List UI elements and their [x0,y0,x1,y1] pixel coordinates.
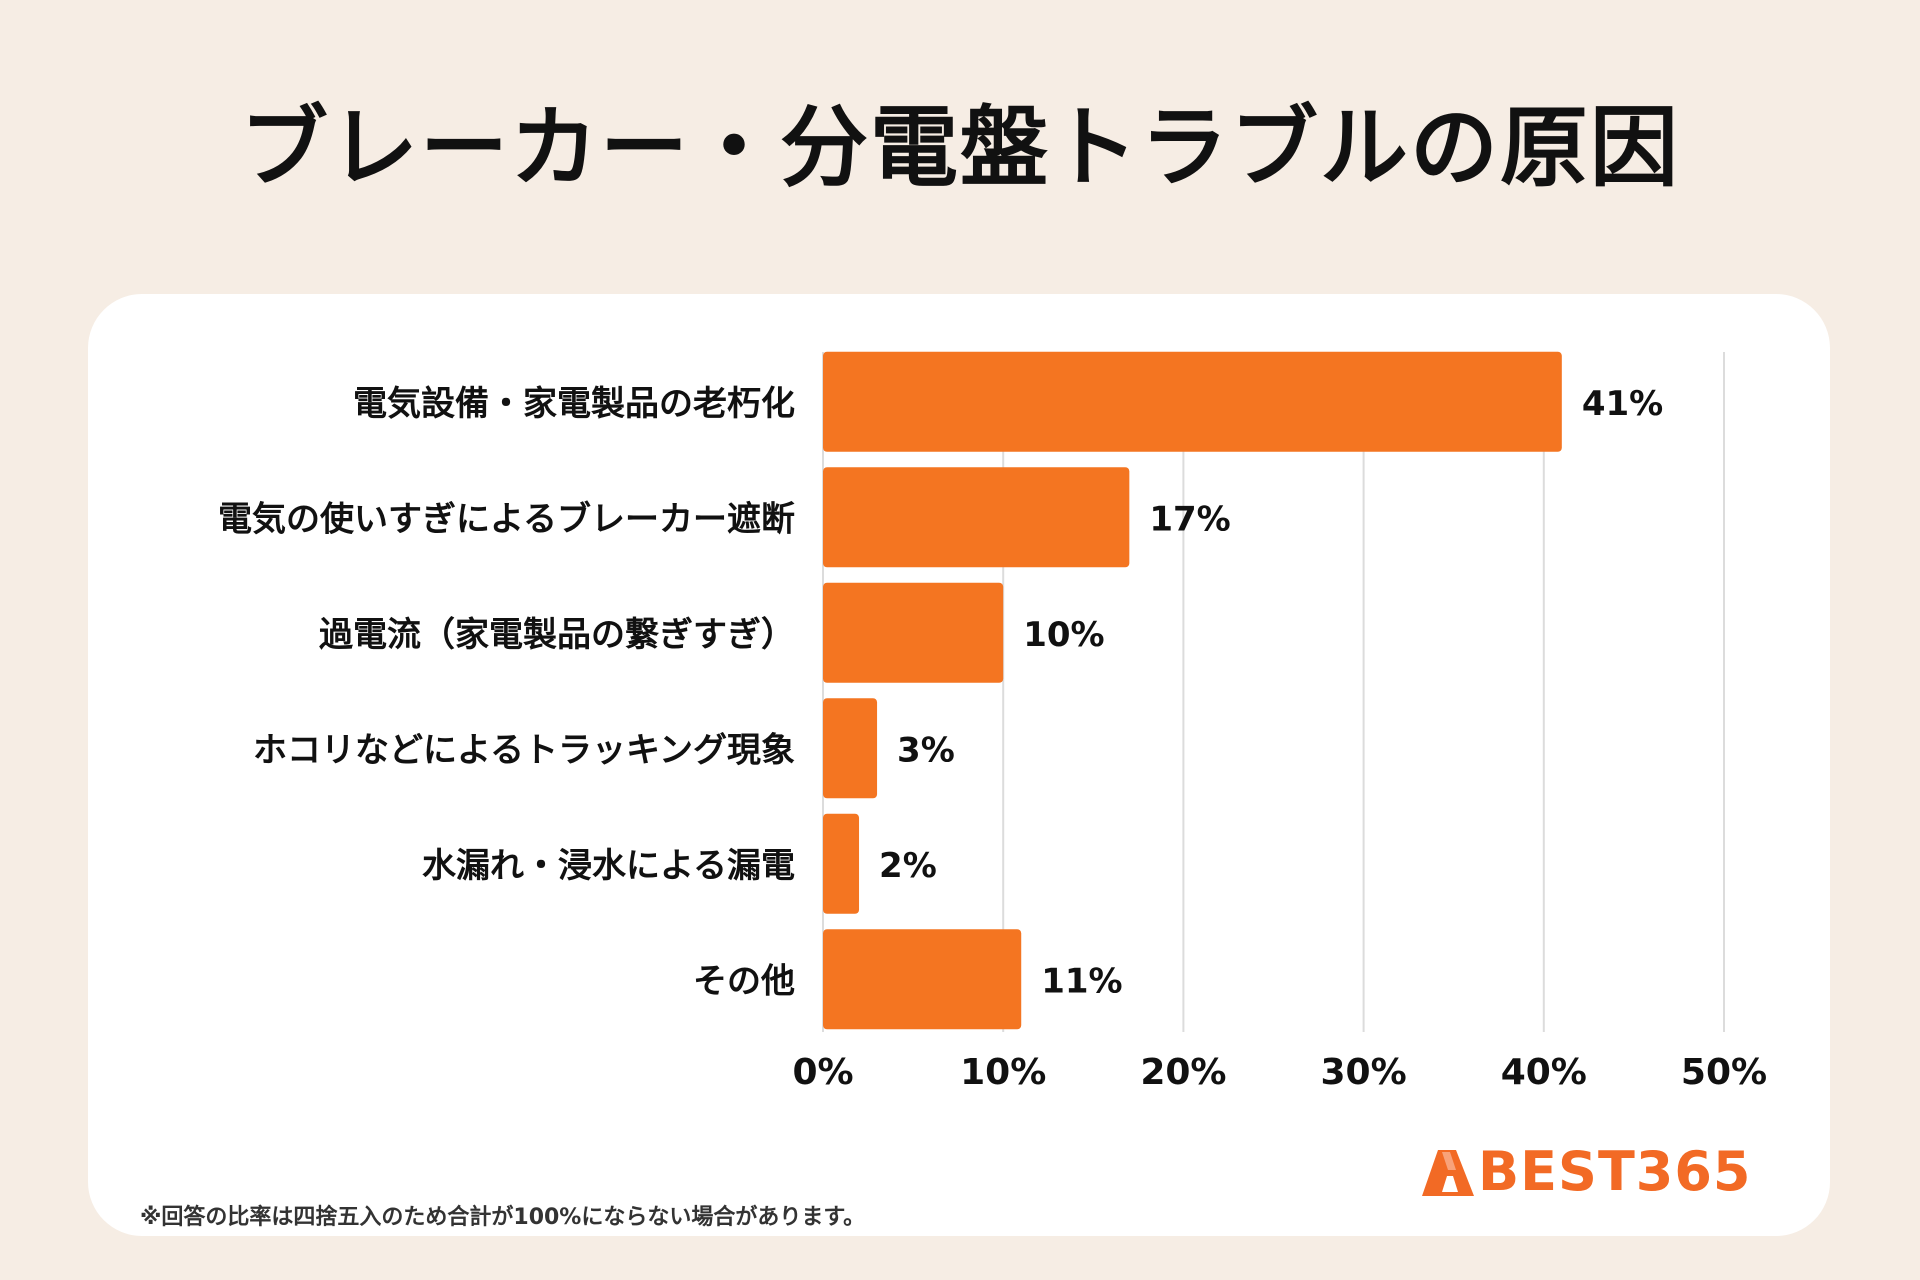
category-label: その他 [693,961,795,1001]
bar-chart: 0% 10% 20% 30% 40% 50% 電気設備・家電製品の老朽化 41% 電気の使いすぎ… [218,351,1767,1093]
data-label: 2% [879,846,937,886]
brand-a-icon [1422,1150,1474,1196]
x-tick-label: 10% [960,1052,1046,1093]
bar [823,582,1004,683]
footnote: ※回答の比率は四捨五入のため合計が100%にならない場合があります。 [140,1205,866,1230]
x-tick-label: 0% [792,1052,853,1093]
brand-name: BEST365 [1478,1140,1752,1203]
bar [823,813,860,914]
x-tick-label: 20% [1140,1052,1226,1093]
chart-card: 0% 10% 20% 30% 40% 50% 電気設備・家電製品の老朽化 41% 電気の使いすぎ… [88,294,1830,1236]
category-label: 過電流（家電製品の繋ぎすぎ） [319,615,795,655]
x-tick-label: 50% [1681,1052,1767,1093]
data-label: 41% [1582,384,1663,424]
bar [823,467,1130,568]
category-label: 水漏れ・浸水による漏電 [422,846,795,886]
bar [823,698,878,799]
category-label: ホコリなどによるトラッキング現象 [253,730,795,770]
bar [823,351,1562,452]
brand-logo: BEST365 [1420,1142,1752,1202]
chart-title: ブレーカー・分電盤トラブルの原因 [239,96,1680,199]
category-label: 電気設備・家電製品の老朽化 [353,384,795,424]
data-label: 3% [897,730,955,770]
x-tick-label: 40% [1501,1052,1587,1093]
data-label: 17% [1149,499,1230,539]
category-label: 電気の使いすぎによるブレーカー遮断 [218,499,795,539]
bar [823,929,1022,1030]
data-label: 10% [1023,615,1104,655]
x-tick-label: 30% [1321,1052,1407,1093]
data-label: 11% [1041,961,1122,1001]
